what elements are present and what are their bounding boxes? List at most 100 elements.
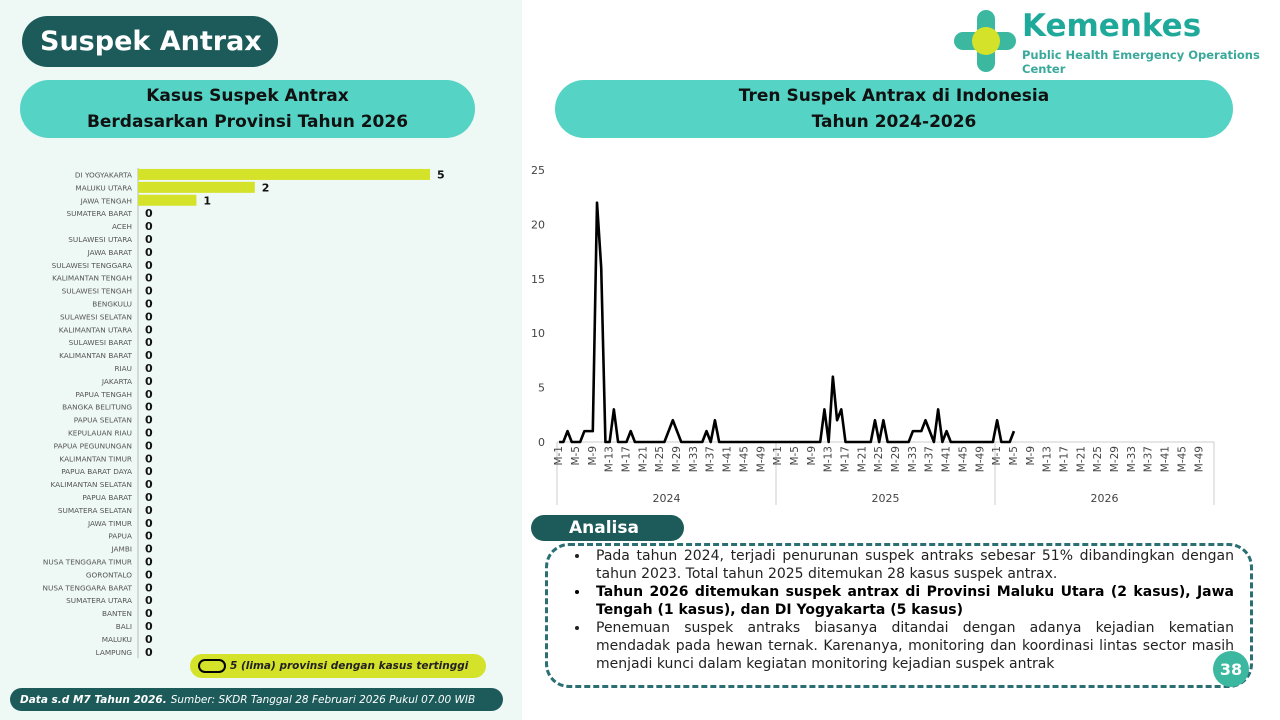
value-label: 0 [145, 633, 153, 646]
value-label: 0 [145, 362, 153, 375]
value-label: 0 [145, 285, 153, 298]
y-tick-label: JAMBI [111, 545, 132, 554]
logo-name: Kemenkes [1022, 8, 1202, 44]
x-tick-label: M-1 [991, 446, 1003, 466]
value-label: 0 [145, 568, 153, 581]
y-tick-label: KALIMANTAN TENGAH [52, 274, 132, 283]
header-pill: Suspek Antrax [22, 16, 278, 67]
y-tick-label: KALIMANTAN BARAT [59, 351, 132, 360]
y-tick-label: PAPUA SELATAN [74, 416, 132, 425]
value-label: 0 [145, 646, 153, 659]
value-label: 0 [145, 336, 153, 349]
value-label: 0 [145, 388, 153, 401]
value-label: 0 [145, 220, 153, 233]
value-label: 0 [145, 465, 153, 478]
y-tick-label: 10 [531, 327, 545, 340]
x-tick-label: M-21 [637, 446, 649, 472]
bar [138, 181, 255, 193]
logo-mark [954, 10, 1016, 72]
x-tick-label: M-5 [789, 446, 801, 466]
value-label: 0 [145, 555, 153, 568]
y-tick-label: PAPUA [108, 532, 132, 541]
x-tick-label: M-13 [1042, 446, 1054, 472]
x-tick-label: M-37 [705, 446, 717, 472]
x-tick-label: M-41 [941, 446, 953, 472]
footer-source: Sumber: SKDR Tanggal 28 Februari 2026 Pu… [170, 693, 476, 706]
value-label: 2 [262, 181, 270, 194]
value-label: 0 [145, 375, 153, 388]
y-tick-label: BALI [116, 622, 132, 631]
legend-icon [198, 659, 226, 673]
y-tick-label: GORONTALO [86, 570, 132, 579]
value-label: 1 [203, 194, 211, 207]
y-tick-label: KALIMANTAN SELATAN [50, 480, 132, 489]
x-tick-label: M-9 [806, 446, 818, 466]
x-tick-label: M-17 [620, 446, 632, 472]
x-tick-label: M-9 [587, 446, 599, 466]
page-number: 38 [1213, 651, 1249, 687]
y-tick-label: PAPUA BARAT DAYA [61, 467, 132, 476]
x-tick-label: M-45 [738, 446, 750, 472]
x-tick-label: M-1 [772, 446, 784, 466]
footer-note: Data s.d M7 Tahun 2026. [20, 693, 167, 706]
x-tick-label: M-25 [1092, 446, 1104, 472]
x-tick-label: M-49 [974, 446, 986, 472]
x-tick-label: M-41 [722, 446, 734, 472]
title-line: Tren Suspek Antrax di Indonesia [738, 86, 1050, 106]
x-group-label: 2025 [872, 492, 900, 505]
value-label: 0 [145, 349, 153, 362]
bar [138, 194, 197, 206]
y-tick-label: 0 [538, 436, 545, 449]
y-tick-label: KALIMANTAN UTARA [59, 325, 132, 334]
y-tick-label: JAKARTA [101, 377, 132, 386]
bar-chart: DI YOGYAKARTA 5 MALUKU UTARA 2 JAWA TENGAH 1 S… [43, 168, 445, 659]
logo-shape [972, 27, 1000, 55]
y-tick-label: SULAWESI BARAT [69, 338, 133, 347]
y-tick-label: LAMPUNG [96, 648, 133, 657]
annotation-text: 5 (lima) provinsi dengan kasus tertinggi [230, 660, 469, 672]
value-label: 0 [145, 207, 153, 220]
value-label: 0 [145, 439, 153, 452]
y-tick-label: SUMATERA SELATAN [58, 506, 132, 515]
y-tick-label: DI YOGYAKARTA [75, 170, 132, 179]
bar-chart-title: Kasus Suspek Antrax Berdasarkan Provinsi… [20, 80, 475, 138]
y-tick-label: SULAWESI TENGAH [62, 287, 132, 296]
y-tick-label: NUSA TENGGARA BARAT [43, 583, 133, 592]
x-tick-label: M-1 [553, 446, 565, 466]
value-label: 0 [145, 530, 153, 543]
y-tick-label: NUSA TENGGARA TIMUR [43, 557, 132, 566]
y-tick-label: SUMATERA BARAT [66, 209, 132, 218]
x-tick-label: M-29 [890, 446, 902, 472]
analysis-text: Pada tahun 2024, terjadi penurunan suspe… [546, 547, 1234, 673]
x-tick-label: M-41 [1160, 446, 1172, 472]
y-tick-label: MALUKU [102, 635, 132, 644]
title-line: Tahun 2024-2026 [811, 112, 977, 132]
y-tick-label: KALIMANTAN TIMUR [59, 454, 132, 463]
x-tick-label: M-49 [1193, 446, 1205, 472]
value-label: 0 [145, 414, 153, 427]
page-title: Suspek Antrax [40, 26, 262, 57]
value-label: 0 [145, 401, 153, 414]
y-tick-label: JAWA TIMUR [87, 519, 132, 528]
value-label: 0 [145, 259, 153, 272]
x-tick-label: M-17 [839, 446, 851, 472]
value-label: 0 [145, 426, 153, 439]
x-tick-label: M-25 [873, 446, 885, 472]
x-tick-label: M-5 [570, 446, 582, 466]
value-label: 0 [145, 272, 153, 285]
y-tick-label: 25 [531, 164, 545, 177]
y-tick-label: JAWA BARAT [87, 248, 133, 257]
value-label: 0 [145, 491, 153, 504]
analysis-title: Analisa [569, 518, 639, 538]
bar [138, 168, 430, 180]
y-tick-label: MALUKU UTARA [75, 183, 132, 192]
x-group-label: 2026 [1091, 492, 1119, 505]
x-tick-label: M-29 [671, 446, 683, 472]
x-tick-label: M-49 [755, 446, 767, 472]
y-tick-label: SULAWESI SELATAN [60, 312, 132, 321]
y-tick-label: BANGKA BELITUNG [62, 403, 132, 412]
x-tick-label: M-33 [907, 446, 919, 472]
x-tick-label: M-13 [823, 446, 835, 472]
